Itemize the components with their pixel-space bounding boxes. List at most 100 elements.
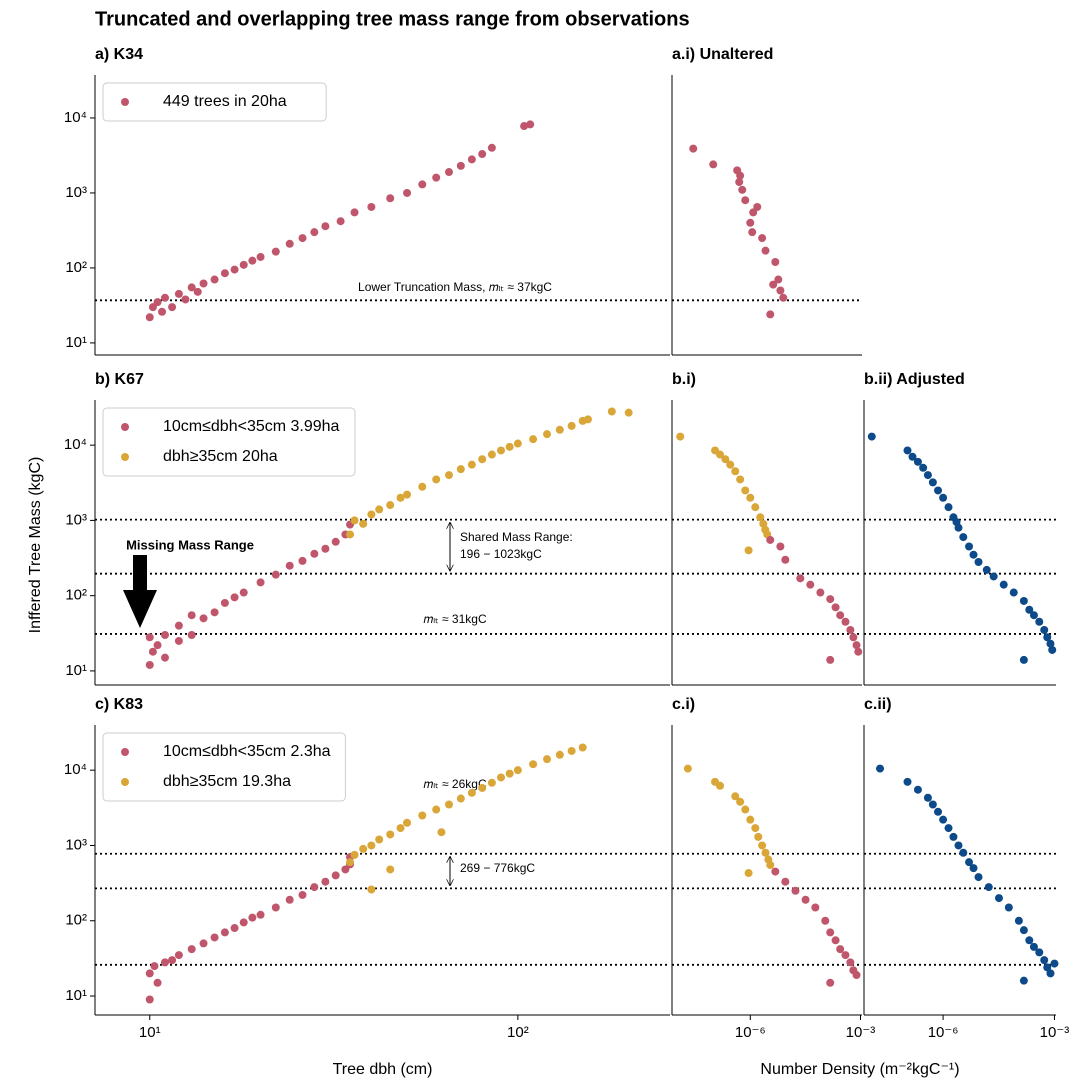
x-tick-label: 10² — [507, 1024, 529, 1041]
point — [826, 978, 835, 987]
point — [168, 956, 177, 965]
point — [350, 850, 359, 859]
point — [876, 764, 885, 773]
point — [497, 446, 506, 455]
point — [210, 275, 219, 284]
point — [709, 160, 718, 169]
point — [248, 256, 257, 265]
point — [310, 228, 319, 237]
point — [174, 636, 183, 645]
point — [982, 565, 991, 574]
point — [230, 593, 239, 602]
point — [298, 234, 307, 243]
point — [994, 894, 1003, 903]
point — [776, 542, 785, 551]
point — [444, 800, 453, 809]
legend-marker — [121, 778, 129, 786]
point — [145, 995, 154, 1004]
y-tick-label: 10⁴ — [64, 109, 87, 126]
point — [444, 471, 453, 480]
y-tick-label: 10⁴ — [64, 761, 87, 778]
point — [220, 928, 229, 937]
point — [386, 830, 395, 839]
point — [1019, 926, 1028, 935]
legend-box — [102, 407, 356, 477]
annotation: 196 − 1023kgC — [460, 547, 542, 561]
point — [949, 832, 958, 841]
legend-marker — [121, 748, 129, 756]
point — [761, 848, 770, 857]
point — [923, 471, 932, 480]
point — [959, 848, 968, 857]
y-tick-label: 10¹ — [65, 662, 87, 679]
y-tick-label: 10³ — [65, 836, 87, 853]
legend-label: 10cm≤dbh<35cm 3.99ha — [163, 418, 340, 435]
point — [738, 185, 747, 194]
point — [168, 303, 177, 312]
x-tick-label: 10⁻³ — [1040, 1024, 1070, 1041]
legend-marker — [121, 453, 129, 461]
point — [567, 746, 576, 755]
point — [150, 962, 159, 971]
point — [153, 298, 162, 307]
point — [741, 805, 750, 814]
point — [766, 535, 775, 544]
point — [1035, 948, 1044, 957]
point — [836, 611, 845, 620]
point — [174, 289, 183, 298]
point — [386, 194, 395, 203]
point — [513, 439, 522, 448]
point — [187, 631, 196, 640]
point — [791, 886, 800, 895]
legend-marker — [121, 98, 129, 106]
point — [513, 766, 522, 775]
panel-title: c.i) — [672, 696, 695, 713]
point — [529, 435, 538, 444]
point — [256, 910, 265, 919]
point — [199, 614, 208, 623]
point — [418, 180, 427, 189]
point — [607, 407, 616, 416]
point — [346, 530, 355, 539]
y-tick-label: 10¹ — [65, 334, 87, 351]
point — [816, 588, 825, 597]
point — [944, 824, 953, 833]
point — [210, 608, 219, 617]
point — [821, 916, 830, 925]
point — [526, 120, 535, 129]
point — [285, 561, 294, 570]
point — [928, 478, 937, 487]
x-tick-label: 10⁻⁶ — [735, 1024, 766, 1041]
point — [456, 465, 465, 474]
point — [1014, 916, 1023, 925]
point — [1043, 633, 1052, 642]
annotation: Missing Mass Range — [126, 537, 254, 552]
point — [974, 873, 983, 882]
point — [386, 501, 395, 510]
point — [1046, 969, 1055, 978]
point — [854, 647, 863, 656]
point — [230, 924, 239, 933]
point — [505, 769, 514, 778]
legend-box — [102, 82, 327, 122]
point — [1025, 936, 1034, 945]
point — [903, 446, 912, 455]
point — [751, 503, 760, 512]
point — [624, 408, 633, 417]
point — [1048, 645, 1057, 654]
point — [1043, 963, 1052, 972]
point — [298, 556, 307, 565]
point — [174, 621, 183, 630]
annotation: Lower Truncation Mass, 𝑚ₗₜ ≈ 37kgC — [358, 280, 552, 294]
point — [359, 519, 368, 528]
point — [341, 865, 350, 874]
point — [467, 460, 476, 469]
point — [1040, 625, 1049, 634]
point — [746, 493, 755, 502]
point — [984, 883, 993, 892]
point — [145, 660, 154, 669]
point — [298, 890, 307, 899]
point — [432, 805, 441, 814]
point — [1040, 956, 1049, 965]
point — [367, 885, 376, 894]
